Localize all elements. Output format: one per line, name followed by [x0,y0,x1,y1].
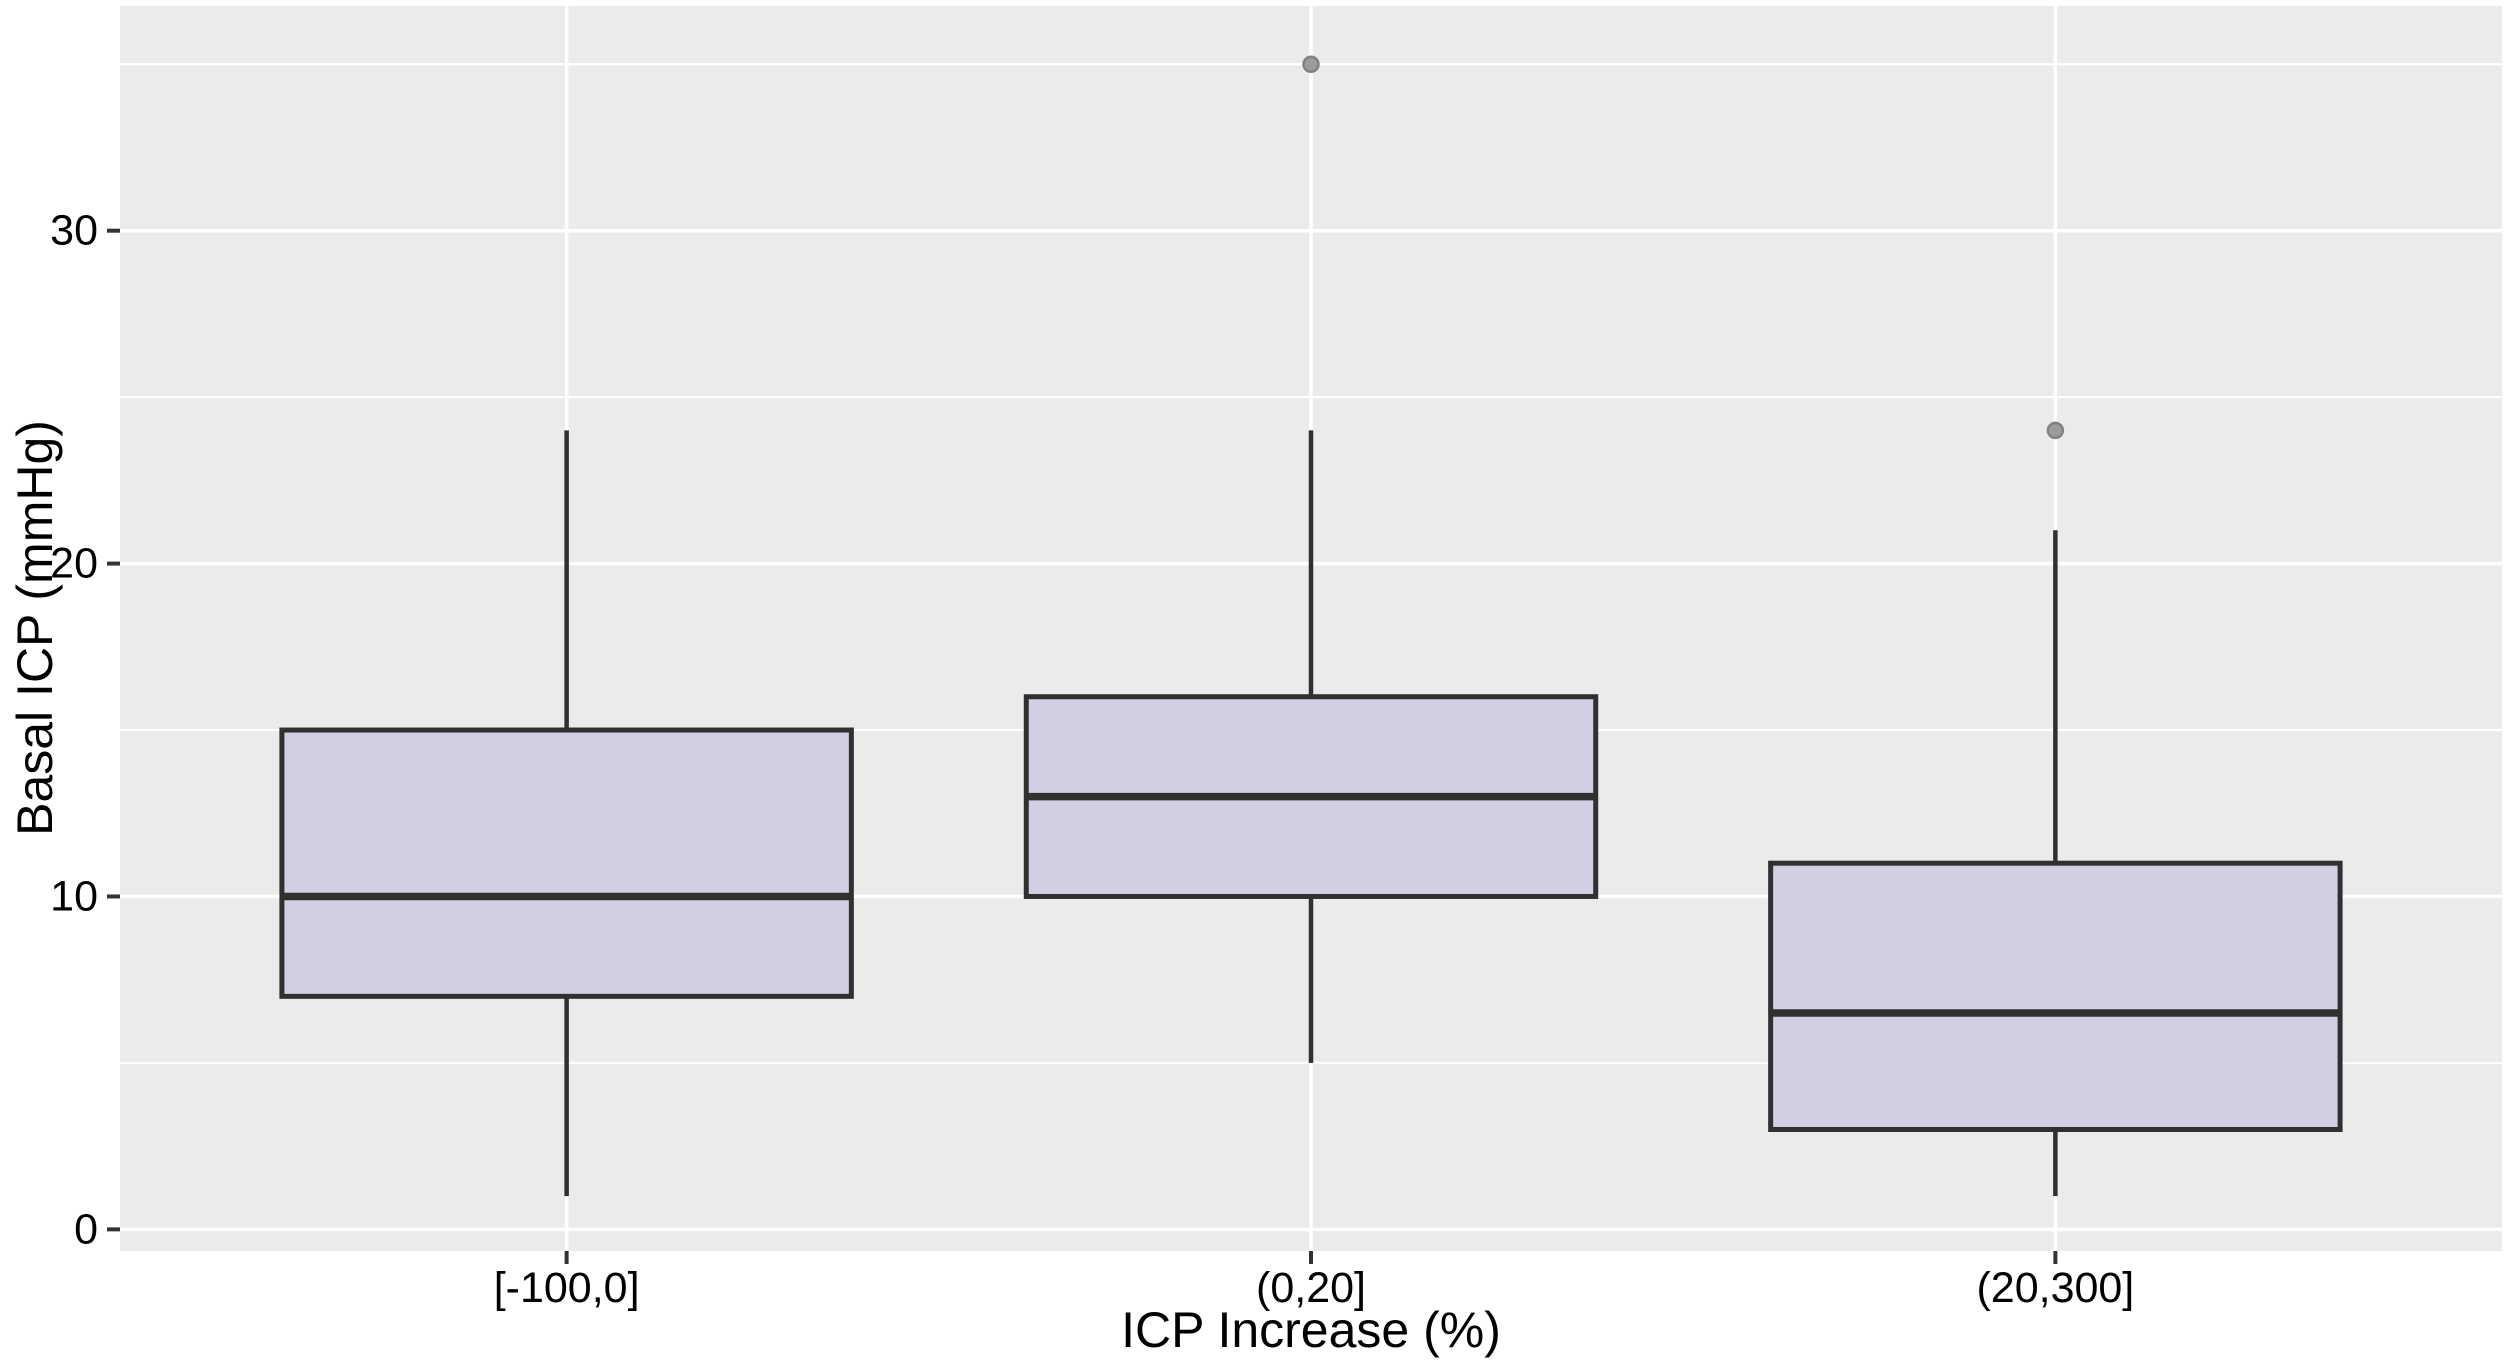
iqr-box [279,727,854,999]
chart-root: 0 10 20 30 [-100,0] (0,20] (20,300] [50,6,2502,1312]
y-tick-label-10: 10 [50,872,98,920]
outlier-point [2046,421,2065,440]
x-tick-label-3: (20,300] [1976,1264,2134,1312]
x-tick-label-2: (0,20] [1256,1264,1366,1312]
boxplot-group-2 [1023,55,1599,1063]
x-tick-label-1: [-100,0] [494,1264,640,1312]
y-tick-label-20: 20 [50,540,98,588]
boxplot-group-1 [279,430,854,1197]
y-tick-label-30: 30 [50,207,98,255]
y-tick-label-0: 0 [74,1205,98,1253]
boxplot-group-3 [1768,421,2343,1197]
x-axis-title: ICP Increase (%) [1121,1302,1501,1358]
iqr-box [1768,860,2343,1132]
y-axis-title: Basal ICP (mmHg) [7,420,63,836]
outlier-point [1302,55,1320,74]
